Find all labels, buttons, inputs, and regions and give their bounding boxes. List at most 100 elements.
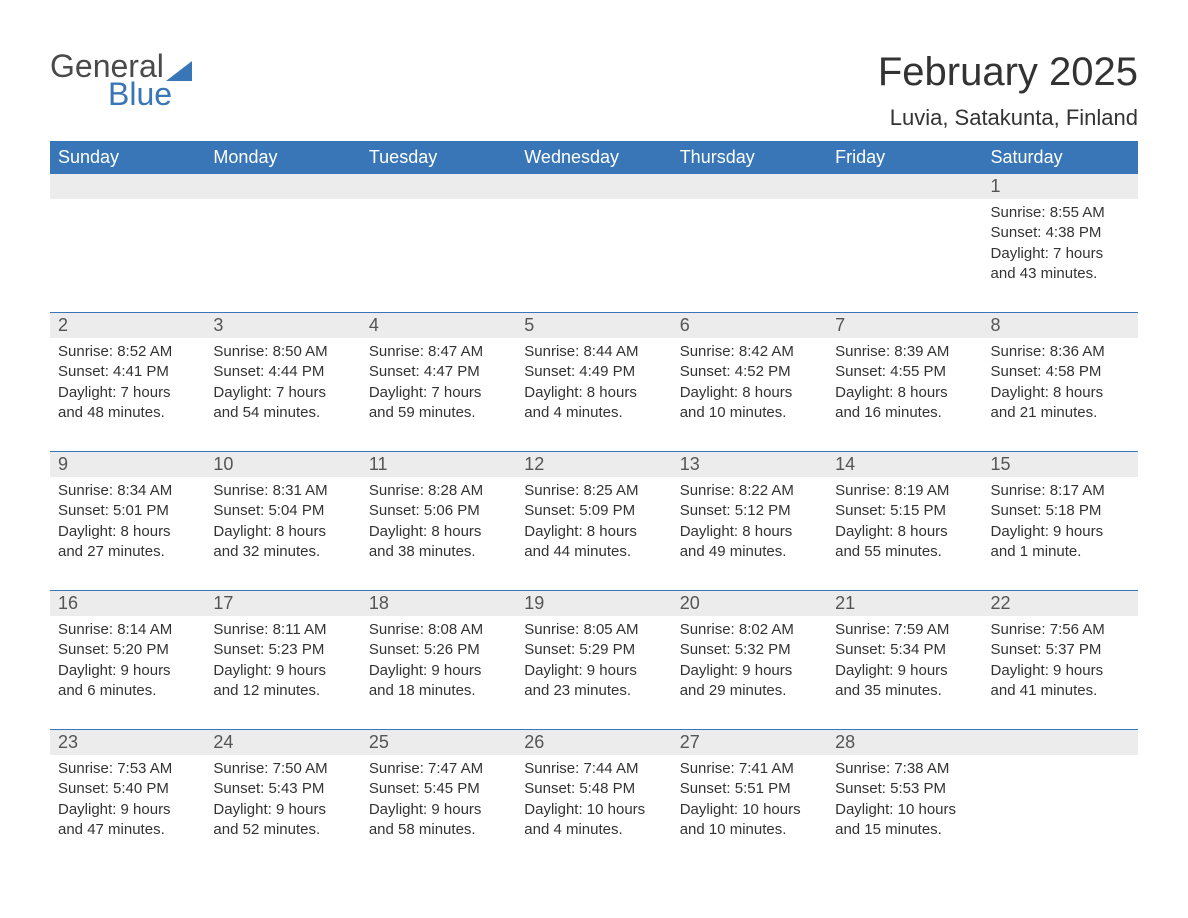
day-daylight-line2: and 15 minutes. bbox=[835, 820, 974, 840]
day-sunrise: Sunrise: 8:11 AM bbox=[213, 620, 352, 640]
day-sunset: Sunset: 5:04 PM bbox=[213, 501, 352, 521]
day-number-cell bbox=[361, 174, 516, 199]
day-header: Friday bbox=[827, 141, 982, 174]
day-detail-cell: Sunrise: 8:19 AMSunset: 5:15 PMDaylight:… bbox=[827, 477, 982, 591]
day-number-cell: 28 bbox=[827, 730, 982, 755]
day-detail-cell: Sunrise: 8:42 AMSunset: 4:52 PMDaylight:… bbox=[672, 338, 827, 452]
day-sunrise: Sunrise: 7:41 AM bbox=[680, 759, 819, 779]
day-detail-cell bbox=[361, 199, 516, 313]
day-header: Tuesday bbox=[361, 141, 516, 174]
day-daylight-line2: and 41 minutes. bbox=[991, 681, 1130, 701]
day-daylight-line1: Daylight: 8 hours bbox=[835, 522, 974, 542]
day-number-cell: 9 bbox=[50, 452, 205, 477]
day-sunset: Sunset: 5:45 PM bbox=[369, 779, 508, 799]
day-daylight-line2: and 23 minutes. bbox=[524, 681, 663, 701]
day-daylight-line1: Daylight: 10 hours bbox=[835, 800, 974, 820]
day-detail-cell bbox=[205, 199, 360, 313]
day-number-cell: 6 bbox=[672, 313, 827, 338]
day-detail-cell bbox=[983, 755, 1138, 868]
day-daylight-line1: Daylight: 9 hours bbox=[680, 661, 819, 681]
day-detail-cell: Sunrise: 8:55 AMSunset: 4:38 PMDaylight:… bbox=[983, 199, 1138, 313]
day-detail-cell: Sunrise: 8:02 AMSunset: 5:32 PMDaylight:… bbox=[672, 616, 827, 730]
day-detail-cell: Sunrise: 7:44 AMSunset: 5:48 PMDaylight:… bbox=[516, 755, 671, 868]
day-detail-cell: Sunrise: 8:36 AMSunset: 4:58 PMDaylight:… bbox=[983, 338, 1138, 452]
day-sunrise: Sunrise: 8:05 AM bbox=[524, 620, 663, 640]
day-daylight-line1: Daylight: 9 hours bbox=[213, 800, 352, 820]
day-detail-cell: Sunrise: 8:28 AMSunset: 5:06 PMDaylight:… bbox=[361, 477, 516, 591]
day-daylight-line2: and 47 minutes. bbox=[58, 820, 197, 840]
day-number-cell: 10 bbox=[205, 452, 360, 477]
day-detail-cell: Sunrise: 8:17 AMSunset: 5:18 PMDaylight:… bbox=[983, 477, 1138, 591]
day-daylight-line2: and 58 minutes. bbox=[369, 820, 508, 840]
day-daylight-line1: Daylight: 8 hours bbox=[991, 383, 1130, 403]
day-sunset: Sunset: 5:06 PM bbox=[369, 501, 508, 521]
day-number-cell: 18 bbox=[361, 591, 516, 616]
day-sunrise: Sunrise: 7:47 AM bbox=[369, 759, 508, 779]
day-sunset: Sunset: 5:18 PM bbox=[991, 501, 1130, 521]
day-number-cell: 7 bbox=[827, 313, 982, 338]
day-daylight-line1: Daylight: 9 hours bbox=[991, 661, 1130, 681]
day-daylight-line2: and 1 minute. bbox=[991, 542, 1130, 562]
day-sunrise: Sunrise: 8:39 AM bbox=[835, 342, 974, 362]
day-daylight-line1: Daylight: 8 hours bbox=[213, 522, 352, 542]
day-number-cell bbox=[516, 174, 671, 199]
day-number-row: 1 bbox=[50, 174, 1138, 199]
day-sunrise: Sunrise: 8:19 AM bbox=[835, 481, 974, 501]
day-daylight-line1: Daylight: 9 hours bbox=[369, 661, 508, 681]
day-sunset: Sunset: 4:41 PM bbox=[58, 362, 197, 382]
day-daylight-line2: and 43 minutes. bbox=[991, 264, 1130, 284]
day-detail-cell: Sunrise: 7:38 AMSunset: 5:53 PMDaylight:… bbox=[827, 755, 982, 868]
logo-word-blue: Blue bbox=[108, 78, 192, 110]
day-daylight-line2: and 16 minutes. bbox=[835, 403, 974, 423]
day-sunset: Sunset: 5:43 PM bbox=[213, 779, 352, 799]
day-daylight-line1: Daylight: 10 hours bbox=[524, 800, 663, 820]
day-sunset: Sunset: 5:01 PM bbox=[58, 501, 197, 521]
day-sunset: Sunset: 5:53 PM bbox=[835, 779, 974, 799]
day-detail-cell: Sunrise: 8:08 AMSunset: 5:26 PMDaylight:… bbox=[361, 616, 516, 730]
day-detail-cell: Sunrise: 7:59 AMSunset: 5:34 PMDaylight:… bbox=[827, 616, 982, 730]
day-sunrise: Sunrise: 8:34 AM bbox=[58, 481, 197, 501]
day-sunrise: Sunrise: 8:42 AM bbox=[680, 342, 819, 362]
day-daylight-line1: Daylight: 8 hours bbox=[680, 522, 819, 542]
day-sunset: Sunset: 5:37 PM bbox=[991, 640, 1130, 660]
day-number-cell: 8 bbox=[983, 313, 1138, 338]
day-header: Thursday bbox=[672, 141, 827, 174]
day-sunrise: Sunrise: 7:59 AM bbox=[835, 620, 974, 640]
day-sunset: Sunset: 5:12 PM bbox=[680, 501, 819, 521]
day-sunrise: Sunrise: 8:14 AM bbox=[58, 620, 197, 640]
day-daylight-line1: Daylight: 9 hours bbox=[213, 661, 352, 681]
day-detail-cell: Sunrise: 8:25 AMSunset: 5:09 PMDaylight:… bbox=[516, 477, 671, 591]
day-daylight-line2: and 21 minutes. bbox=[991, 403, 1130, 423]
day-sunset: Sunset: 4:38 PM bbox=[991, 223, 1130, 243]
day-number-cell: 27 bbox=[672, 730, 827, 755]
day-daylight-line2: and 32 minutes. bbox=[213, 542, 352, 562]
day-detail-row: Sunrise: 7:53 AMSunset: 5:40 PM Daylight:… bbox=[50, 755, 1138, 868]
day-sunrise: Sunrise: 7:53 AM bbox=[58, 759, 197, 779]
day-sunset: Sunset: 5:20 PM bbox=[58, 640, 197, 660]
day-detail-cell: Sunrise: 8:44 AMSunset: 4:49 PMDaylight:… bbox=[516, 338, 671, 452]
day-daylight-line1: Daylight: 9 hours bbox=[369, 800, 508, 820]
day-daylight-line1: Daylight: 8 hours bbox=[524, 522, 663, 542]
day-header: Monday bbox=[205, 141, 360, 174]
day-sunset: Sunset: 5:15 PM bbox=[835, 501, 974, 521]
day-daylight-line1: Daylight: 9 hours bbox=[991, 522, 1130, 542]
day-number-cell: 25 bbox=[361, 730, 516, 755]
day-number-cell: 3 bbox=[205, 313, 360, 338]
day-number-cell: 2 bbox=[50, 313, 205, 338]
day-number-cell: 4 bbox=[361, 313, 516, 338]
day-detail-cell: Sunrise: 7:47 AMSunset: 5:45 PMDaylight:… bbox=[361, 755, 516, 868]
day-daylight-line2: and 29 minutes. bbox=[680, 681, 819, 701]
day-daylight-line2: and 48 minutes. bbox=[58, 403, 197, 423]
day-sunset: Sunset: 4:58 PM bbox=[991, 362, 1130, 382]
day-daylight-line1: Daylight: 7 hours bbox=[58, 383, 197, 403]
day-number-cell: 13 bbox=[672, 452, 827, 477]
day-detail-cell: Sunrise: 8:39 AMSunset: 4:55 PMDaylight:… bbox=[827, 338, 982, 452]
day-sunset: Sunset: 5:40 PM bbox=[58, 779, 197, 799]
day-detail-cell: Sunrise: 7:41 AMSunset: 5:51 PMDaylight:… bbox=[672, 755, 827, 868]
day-daylight-line2: and 49 minutes. bbox=[680, 542, 819, 562]
day-sunrise: Sunrise: 8:25 AM bbox=[524, 481, 663, 501]
day-number-cell: 20 bbox=[672, 591, 827, 616]
day-sunrise: Sunrise: 8:17 AM bbox=[991, 481, 1130, 501]
day-sunset: Sunset: 4:55 PM bbox=[835, 362, 974, 382]
day-detail-cell: Sunrise: 8:11 AMSunset: 5:23 PMDaylight:… bbox=[205, 616, 360, 730]
